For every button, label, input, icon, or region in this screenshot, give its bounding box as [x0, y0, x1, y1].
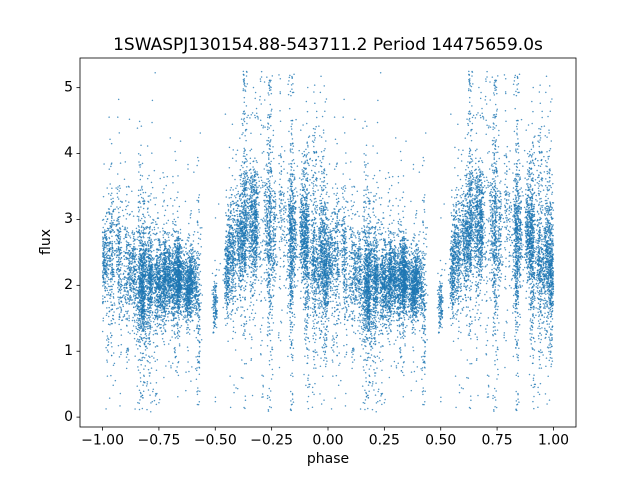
chart-title: 1SWASPJ130154.88-543711.2 Period 1447565… [113, 35, 543, 55]
y-axis-label: flux [38, 229, 54, 255]
x-axis-label: phase [306, 451, 350, 467]
